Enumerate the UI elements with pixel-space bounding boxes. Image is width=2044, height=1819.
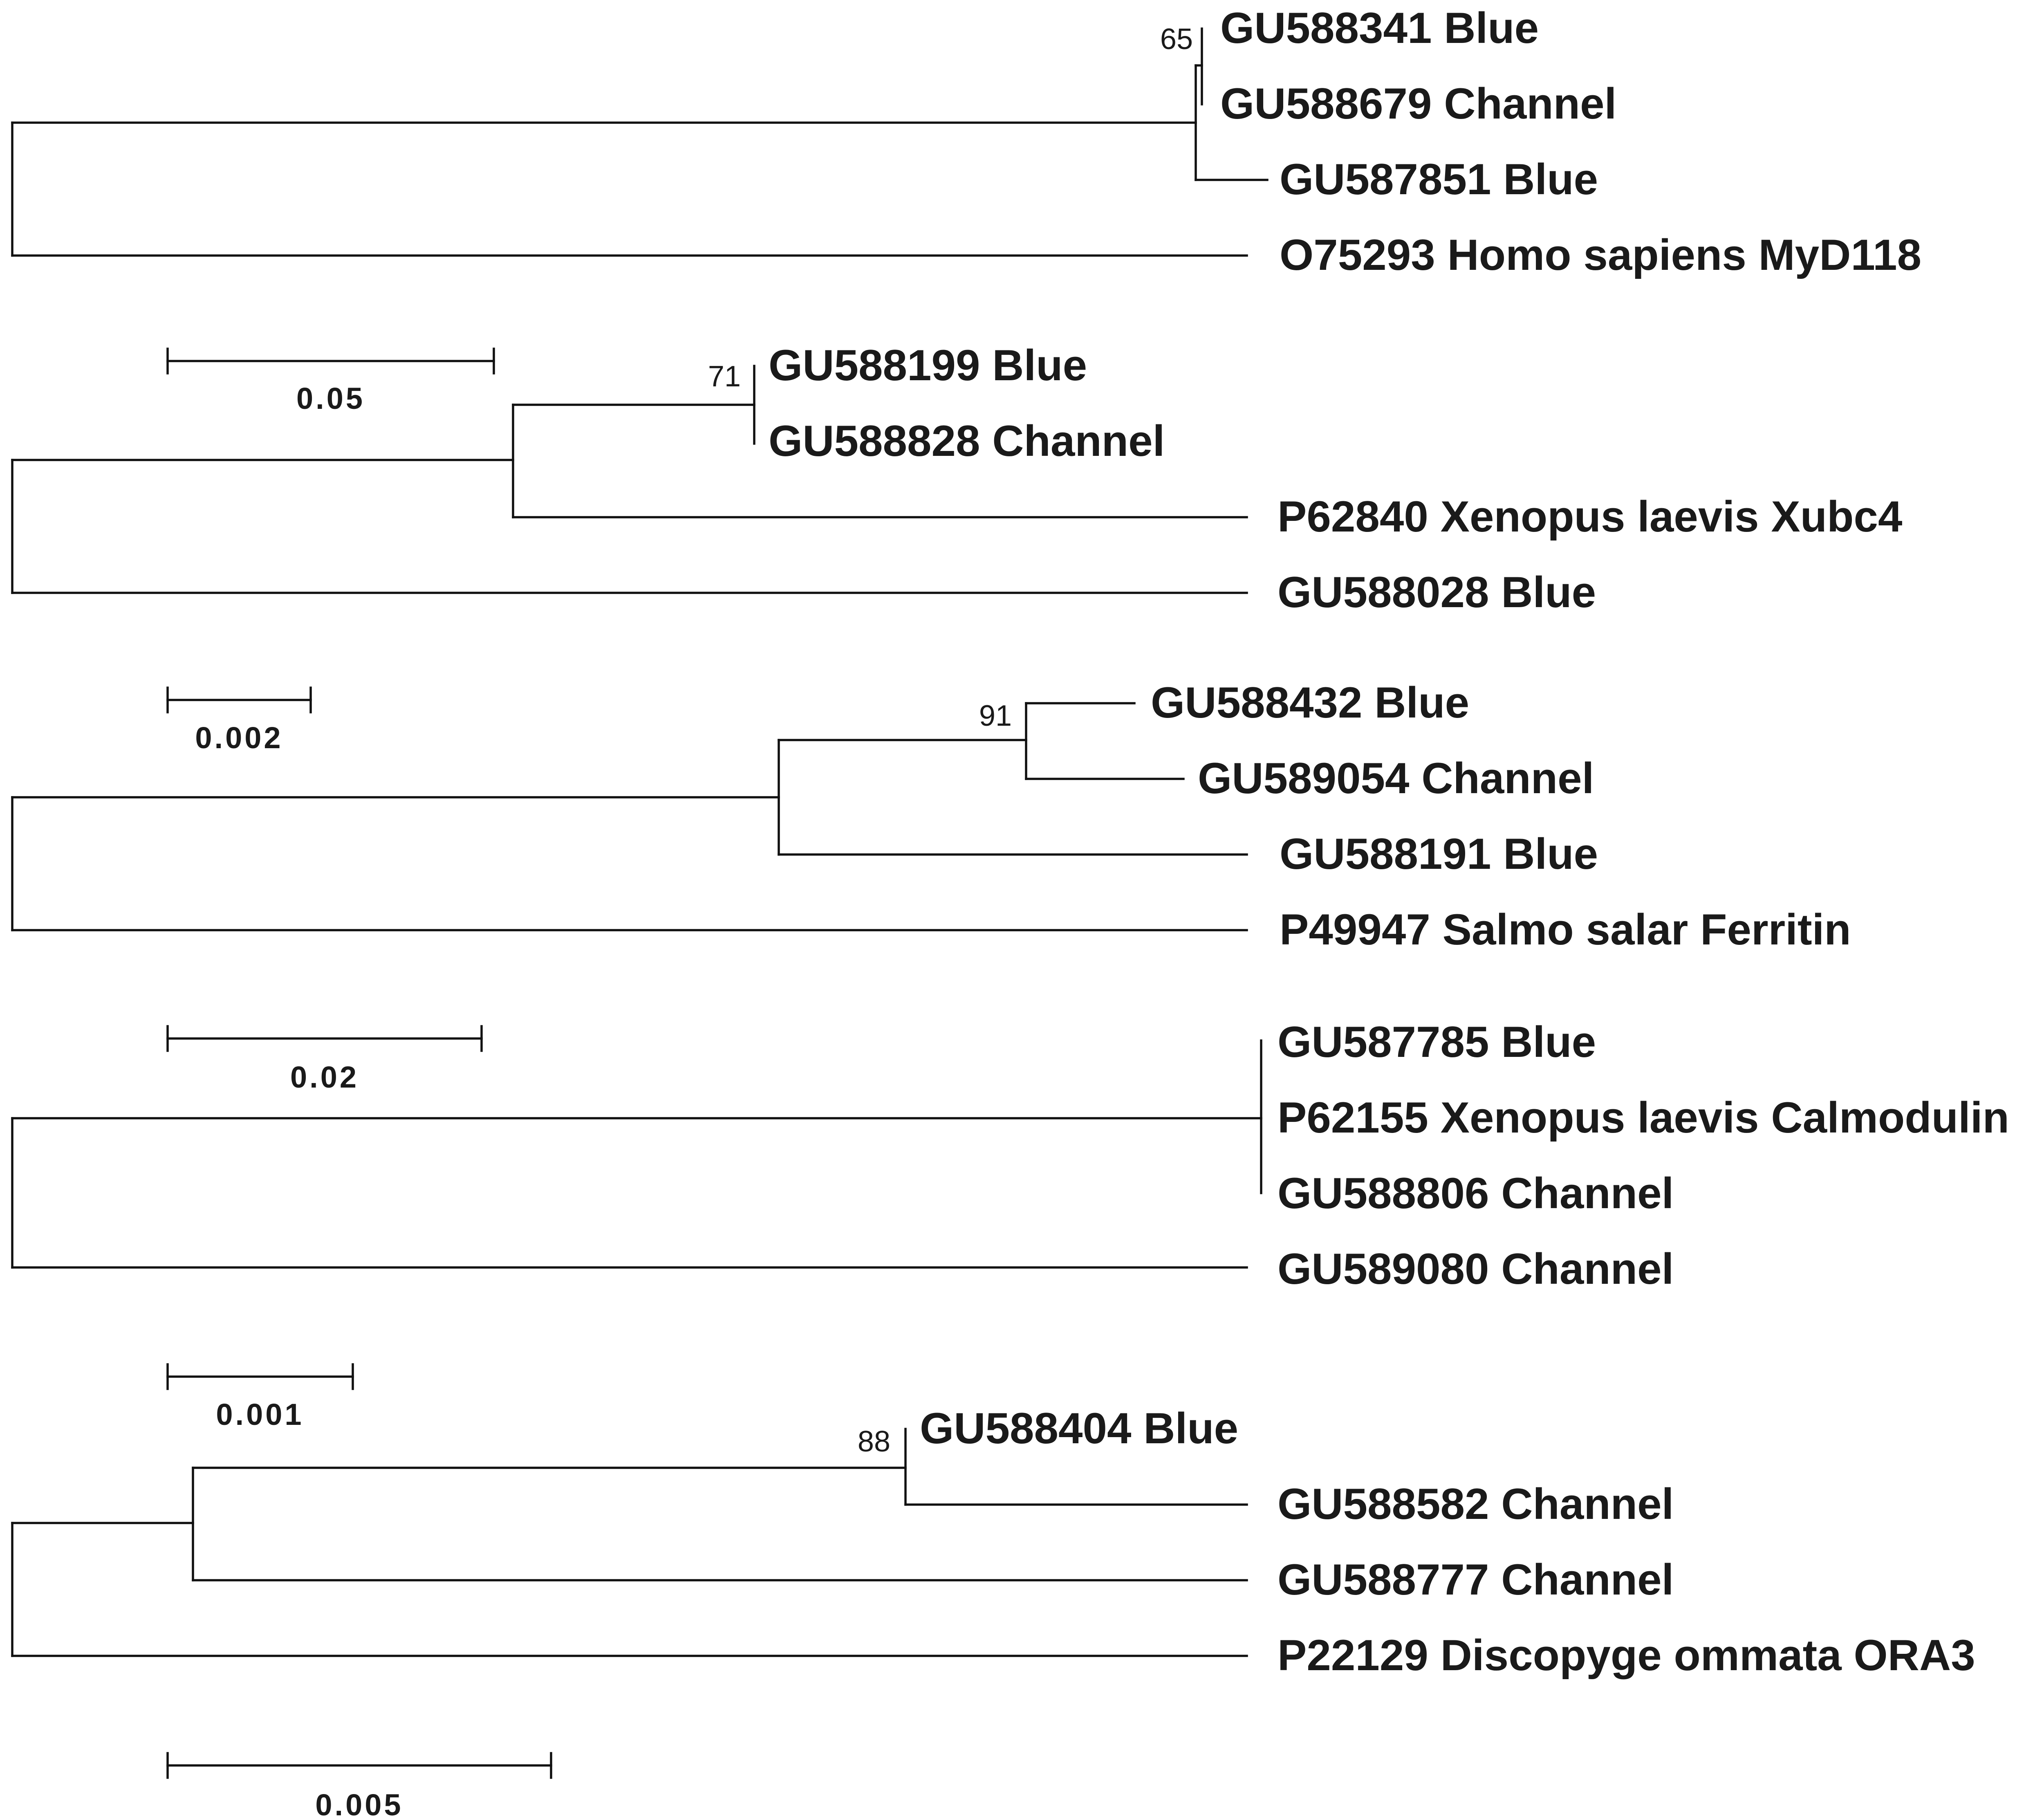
tree-xubc4: 0.05 71 GU588199 Blue GU588828 Channel P… bbox=[11, 341, 1903, 617]
tree-ora3: 0.001 88 GU588404 Blue GU588582 Channel … bbox=[11, 1363, 1975, 1819]
taxon-label: GU587785 Blue bbox=[1278, 1017, 1596, 1066]
taxon-label: O75293 Homo sapiens MyD118 bbox=[1280, 230, 1921, 279]
taxon-label: GU588806 Channel bbox=[1278, 1169, 1674, 1218]
tree-ferritin: 0.002 91 GU588432 Blue GU589054 Channel … bbox=[11, 678, 1851, 954]
scale-bar: 0.005 bbox=[166, 1752, 552, 1819]
scale-bar-label: 0.02 bbox=[290, 1060, 359, 1094]
taxon-label: P62840 Xenopus laevis Xubc4 bbox=[1278, 492, 1903, 541]
taxon-label: GU588828 Channel bbox=[769, 416, 1165, 465]
taxon-label: P22129 Discopyge ommata ORA3 bbox=[1278, 1631, 1975, 1680]
bootstrap-label: 88 bbox=[858, 1425, 890, 1458]
taxon-label: GU588679 Channel bbox=[1220, 79, 1616, 128]
taxon-label: GU588028 Blue bbox=[1278, 567, 1596, 617]
scale-bar-label: 0.05 bbox=[296, 381, 365, 415]
scale-bar: 0.05 bbox=[166, 348, 495, 415]
bootstrap-label: 65 bbox=[1160, 23, 1193, 56]
taxon-label: GU588199 Blue bbox=[769, 341, 1087, 390]
taxon-label: GU588191 Blue bbox=[1280, 829, 1598, 878]
taxon-label: P62155 Xenopus laevis Calmodulin bbox=[1278, 1093, 2009, 1142]
taxon-label: GU588582 Channel bbox=[1278, 1479, 1674, 1528]
scale-bar: 0.02 bbox=[166, 1025, 483, 1094]
bootstrap-label: 71 bbox=[708, 360, 741, 393]
scale-bar-label: 0.001 bbox=[216, 1397, 304, 1431]
scale-bar: 0.002 bbox=[166, 686, 312, 755]
scale-bar-label: 0.002 bbox=[195, 721, 283, 755]
taxon-label: GU588432 Blue bbox=[1151, 678, 1469, 727]
taxon-label: GU589054 Channel bbox=[1198, 754, 1594, 803]
scale-bar-label: 0.005 bbox=[315, 1788, 403, 1819]
scale-bar: 0.001 bbox=[166, 1363, 354, 1431]
taxon-label: GU589080 Channel bbox=[1278, 1244, 1674, 1293]
bootstrap-label: 91 bbox=[979, 700, 1012, 732]
tree-calmodulin: 0.02 GU587785 Blue P62155 Xenopus laevis… bbox=[11, 1017, 2009, 1293]
taxon-label: GU587851 Blue bbox=[1280, 155, 1598, 204]
taxon-label: P49947 Salmo salar Ferritin bbox=[1280, 905, 1851, 954]
tree-myd118: 65 GU588341 Blue GU588679 Channel GU5878… bbox=[11, 3, 1921, 279]
taxon-label: GU588777 Channel bbox=[1278, 1555, 1674, 1604]
taxon-label: GU588341 Blue bbox=[1220, 3, 1539, 52]
taxon-label: GU588404 Blue bbox=[920, 1404, 1238, 1453]
